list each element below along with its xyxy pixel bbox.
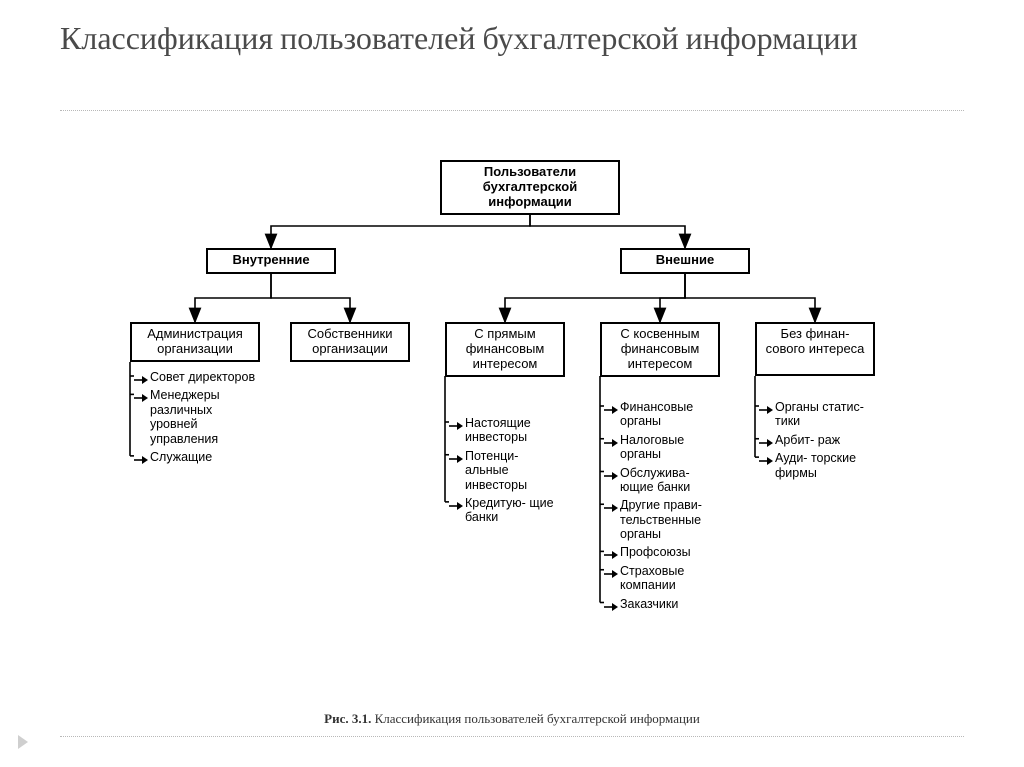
arrow-right-icon [604, 403, 618, 411]
arrow-right-icon [759, 454, 773, 462]
arrow-right-icon [604, 567, 618, 575]
leaf-item: Заказчики [604, 597, 720, 611]
leaf-item-label: Кредитую- щие банки [465, 496, 554, 524]
leaf-item: Профсоюзы [604, 545, 720, 559]
node-internal: Внутренние [206, 248, 336, 274]
leaf-item-label: Служащие [150, 450, 212, 464]
leaf-item: Ауди- торские фирмы [759, 451, 875, 480]
title-divider [60, 110, 964, 111]
arrow-right-icon [604, 469, 618, 477]
leaf-item-label: Обслужива- ющие банки [620, 466, 690, 494]
arrow-right-icon [134, 391, 148, 399]
arrow-right-icon [604, 501, 618, 509]
node-direct: С прямым финансовым интересом [445, 322, 565, 377]
leaf-item-label: Страховые компании [620, 564, 684, 592]
node-root: Пользователи бухгалтерской информации [440, 160, 620, 215]
leaf-list-none: Органы статис- тики Арбит- раж Ауди- торск… [759, 400, 875, 484]
leaf-item-label: Совет директоров [150, 370, 255, 384]
leaf-list-admin: Совет директоров Менеджеры различных уров… [134, 370, 260, 468]
node-owners: Собственники организации [290, 322, 410, 362]
arrow-right-icon [759, 403, 773, 411]
arrow-right-icon [604, 600, 618, 608]
leaf-item-label: Налоговые органы [620, 433, 684, 461]
leaf-item-label: Арбит- раж [775, 433, 840, 447]
leaf-item: Органы статис- тики [759, 400, 875, 429]
leaf-list-direct: Настоящие инвесторы Потенци- альные инвес… [449, 416, 565, 529]
arrow-right-icon [604, 548, 618, 556]
leaf-item-label: Потенци- альные инвесторы [465, 449, 527, 492]
leaf-item-label: Профсоюзы [620, 545, 691, 559]
leaf-item: Страховые компании [604, 564, 720, 593]
leaf-item-label: Финансовые органы [620, 400, 693, 428]
arrow-right-icon [449, 452, 463, 460]
caption-text: Классификация пользователей бухгалтерско… [371, 711, 700, 726]
leaf-list-indirect: Финансовые органы Налоговые органы Обслужи… [604, 400, 720, 615]
caption-prefix: Рис. 3.1. [324, 711, 371, 726]
node-external: Внешние [620, 248, 750, 274]
node-admin: Администрация организации [130, 322, 260, 362]
leaf-item-label: Заказчики [620, 597, 678, 611]
arrow-right-icon [604, 436, 618, 444]
leaf-item: Совет директоров [134, 370, 260, 384]
leaf-item-label: Органы статис- тики [775, 400, 864, 428]
arrow-right-icon [134, 453, 148, 461]
arrow-right-icon [759, 436, 773, 444]
arrow-right-icon [449, 499, 463, 507]
figure-caption: Рис. 3.1. Классификация пользователей бу… [0, 711, 1024, 727]
leaf-item: Менеджеры различных уровней управления [134, 388, 260, 446]
leaf-item: Настоящие инвесторы [449, 416, 565, 445]
arrow-right-icon [134, 373, 148, 381]
leaf-item: Служащие [134, 450, 260, 464]
leaf-item-label: Менеджеры различных уровней управления [150, 388, 220, 445]
leaf-item-label: Ауди- торские фирмы [775, 451, 856, 479]
caption-divider [60, 736, 964, 737]
slide-corner-decoration [18, 735, 28, 749]
node-none: Без финан- сового интереса [755, 322, 875, 376]
leaf-item: Финансовые органы [604, 400, 720, 429]
leaf-item-label: Настоящие инвесторы [465, 416, 531, 444]
node-indirect: С косвенным финансовым интересом [600, 322, 720, 377]
leaf-item: Кредитую- щие банки [449, 496, 565, 525]
leaf-item-label: Другие прави- тельственные органы [620, 498, 702, 541]
leaf-item: Обслужива- ющие банки [604, 466, 720, 495]
arrow-right-icon [449, 419, 463, 427]
leaf-item: Потенци- альные инвесторы [449, 449, 565, 492]
page-title: Классификация пользователей бухгалтерско… [60, 20, 964, 58]
leaf-item: Налоговые органы [604, 433, 720, 462]
leaf-item: Другие прави- тельственные органы [604, 498, 720, 541]
leaf-item: Арбит- раж [759, 433, 875, 447]
